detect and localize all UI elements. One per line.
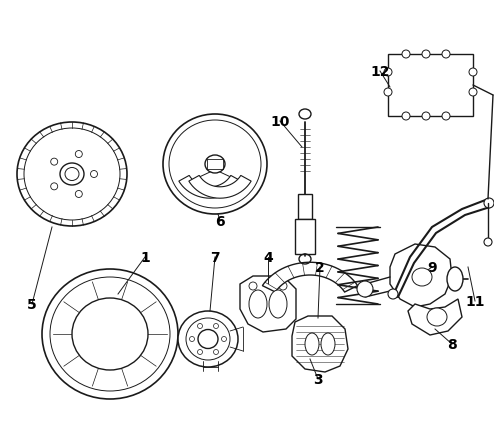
Ellipse shape [17, 123, 127, 227]
Circle shape [484, 238, 492, 247]
Circle shape [442, 113, 450, 121]
Ellipse shape [427, 308, 447, 326]
Circle shape [402, 51, 410, 59]
Polygon shape [189, 176, 251, 199]
Polygon shape [295, 220, 315, 254]
Text: 7: 7 [210, 250, 220, 264]
Circle shape [469, 89, 477, 97]
Ellipse shape [178, 311, 238, 367]
Polygon shape [292, 316, 348, 372]
Text: 6: 6 [215, 214, 225, 228]
Circle shape [402, 113, 410, 121]
Ellipse shape [249, 290, 267, 318]
Text: 9: 9 [427, 260, 437, 274]
Text: 8: 8 [447, 337, 457, 351]
Circle shape [469, 69, 477, 77]
Ellipse shape [305, 333, 319, 355]
Ellipse shape [163, 115, 267, 214]
Ellipse shape [321, 333, 335, 355]
Text: 2: 2 [315, 260, 325, 274]
Text: 5: 5 [27, 297, 37, 311]
Circle shape [442, 51, 450, 59]
Text: 4: 4 [263, 250, 273, 264]
Circle shape [384, 69, 392, 77]
Circle shape [484, 198, 494, 208]
Text: 1: 1 [140, 250, 150, 264]
Text: 3: 3 [313, 372, 323, 386]
Circle shape [388, 289, 398, 299]
Polygon shape [179, 176, 241, 199]
Ellipse shape [412, 268, 432, 286]
Ellipse shape [72, 298, 148, 370]
Polygon shape [408, 299, 462, 335]
Circle shape [384, 89, 392, 97]
Ellipse shape [42, 270, 178, 399]
Text: 12: 12 [370, 65, 390, 79]
Polygon shape [388, 55, 473, 117]
Text: 10: 10 [270, 115, 289, 129]
Ellipse shape [447, 267, 463, 291]
Polygon shape [298, 194, 312, 220]
Polygon shape [262, 263, 358, 293]
Circle shape [422, 51, 430, 59]
Polygon shape [240, 276, 296, 332]
Circle shape [422, 113, 430, 121]
Text: 11: 11 [465, 294, 485, 308]
Polygon shape [390, 244, 452, 307]
Circle shape [357, 281, 373, 297]
Ellipse shape [269, 290, 287, 318]
